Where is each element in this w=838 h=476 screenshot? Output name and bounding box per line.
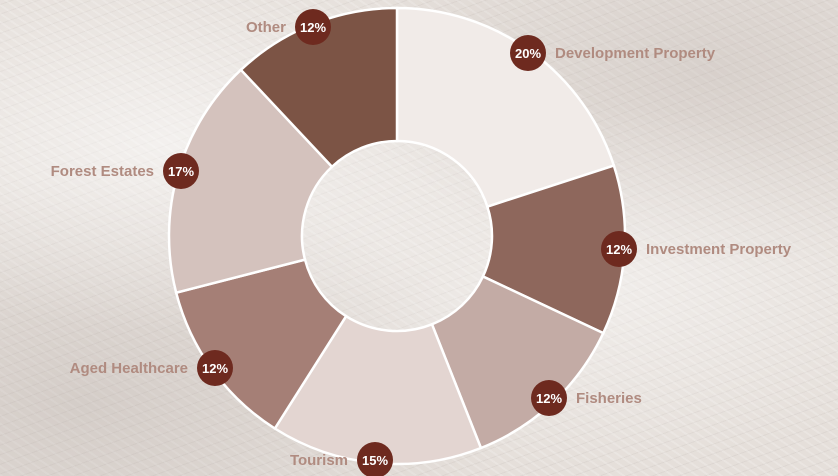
percent-label: 20% [515, 46, 541, 61]
percent-label: 15% [362, 453, 388, 468]
category-label: Development Property [555, 45, 716, 62]
percent-badge [510, 35, 546, 71]
category-label: Aged Healthcare [70, 360, 188, 377]
percent-badge [163, 153, 199, 189]
label-group-fisheries: 12% Fisheries [531, 380, 642, 416]
percent-label: 17% [168, 164, 194, 179]
percent-label: 12% [536, 391, 562, 406]
slice-other [239, 6, 399, 169]
donut-slices [167, 6, 627, 466]
category-label: Investment Property [646, 241, 792, 258]
label-group-forest-estates: 17% Forest Estates [51, 153, 199, 189]
slice-aged-healthcare [174, 258, 348, 431]
slice-forest-estates [167, 68, 334, 295]
label-group-aged-healthcare: 12% Aged Healthcare [70, 350, 233, 386]
percent-badge [197, 350, 233, 386]
label-group-tourism: 15% Tourism [290, 442, 393, 476]
label-group-development-property: 20% Development Property [510, 35, 716, 71]
slice-investment-property [481, 163, 627, 335]
percent-badge [357, 442, 393, 476]
label-group-other: 12% Other [246, 9, 331, 45]
percent-label: 12% [202, 361, 228, 376]
percent-badge [601, 231, 637, 267]
category-label: Tourism [290, 452, 348, 469]
slice-tourism [273, 314, 483, 466]
percent-badge [531, 380, 567, 416]
category-label: Other [246, 19, 286, 36]
category-label: Forest Estates [51, 163, 154, 180]
percent-label: 12% [606, 242, 632, 257]
category-label: Fisheries [576, 390, 642, 407]
percent-badge [295, 9, 331, 45]
percent-label: 12% [300, 20, 326, 35]
slice-fisheries [430, 274, 605, 450]
slice-development-property [395, 6, 616, 209]
label-group-investment-property: 12% Investment Property [601, 231, 792, 267]
slice-labels: 20% Development Property 12% Investment Pro… [51, 9, 792, 476]
